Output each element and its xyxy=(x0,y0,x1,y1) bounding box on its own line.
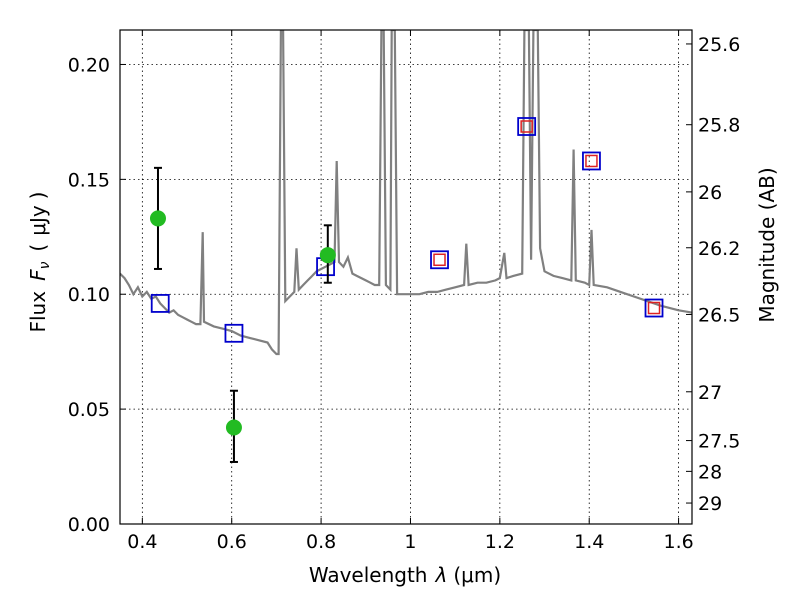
y2-tick-label: 27.5 xyxy=(698,431,740,453)
x-tick-label: 0.4 xyxy=(127,531,157,553)
model-photometry-box-3 xyxy=(430,250,449,270)
model-photometry-box-4 xyxy=(517,117,537,136)
y-tick-label: 0.15 xyxy=(68,169,110,191)
observed-point-0 xyxy=(149,210,166,227)
model-photometry-box-5 xyxy=(582,151,601,171)
inner-photometry-box-0 xyxy=(433,253,446,267)
y2-tick-label: 28 xyxy=(698,461,722,483)
model-photometry-box-0 xyxy=(150,294,170,313)
y2-tick-label: 27 xyxy=(698,382,722,404)
y2-tick-label: 25.8 xyxy=(698,115,740,137)
axis-ticks: 0.4 0.6 0.8 1 1.2 1.4 1.6 0.00 0.05 0.10 0.15 0.20 2… xyxy=(68,30,740,553)
x-tick-label: 1 xyxy=(404,531,416,553)
x-axis-label: Wavelength λ (μm) xyxy=(309,563,501,587)
grid xyxy=(120,30,692,524)
x-tick-label: 1.2 xyxy=(485,531,515,553)
y-tick-label: 0.20 xyxy=(68,54,110,76)
inner-photometry-box-1 xyxy=(520,120,533,133)
model-photometry-box-6 xyxy=(644,298,664,318)
y2-axis-label: Magnitude (AB) xyxy=(755,167,779,322)
observed-point-1 xyxy=(225,419,242,436)
y2-tick-label: 29 xyxy=(698,493,722,515)
plot-area xyxy=(120,30,692,463)
model-photometry-box-1 xyxy=(224,323,244,343)
y-tick-label: 0.05 xyxy=(68,399,110,421)
x-tick-label: 0.8 xyxy=(306,531,336,553)
y2-tick-label: 26.2 xyxy=(698,238,740,260)
x-tick-label: 1.6 xyxy=(663,531,693,553)
model-spectrum-line xyxy=(120,30,692,356)
y-tick-label: 0.00 xyxy=(68,514,110,536)
x-tick-label: 1.4 xyxy=(574,531,604,553)
observed-point-2 xyxy=(319,247,336,264)
y2-tick-label: 26 xyxy=(698,182,722,204)
x-tick-label: 0.6 xyxy=(217,531,247,553)
data-marks xyxy=(149,117,664,463)
y2-tick-label: 26.5 xyxy=(698,304,740,326)
inner-photometry-box-2 xyxy=(585,154,598,168)
axes-frame xyxy=(119,29,693,525)
inner-photometry-box-3 xyxy=(647,301,661,315)
y-tick-label: 0.10 xyxy=(68,284,110,306)
y-axis-label: FluxFν(μJy) xyxy=(26,191,53,332)
y2-tick-label: 25.6 xyxy=(698,34,740,56)
